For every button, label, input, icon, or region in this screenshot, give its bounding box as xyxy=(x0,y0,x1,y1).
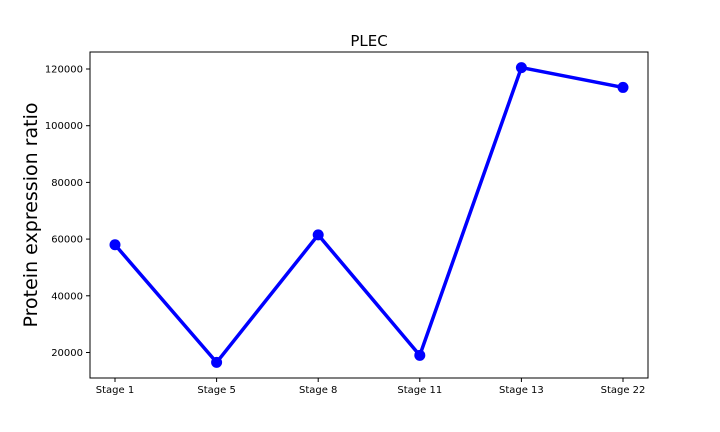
x-tick-label: Stage 13 xyxy=(499,385,544,396)
x-tick-label: Stage 5 xyxy=(197,385,235,396)
data-point xyxy=(109,239,121,251)
data-point xyxy=(617,81,629,93)
y-axis-label: Protein expression ratio xyxy=(20,103,42,328)
y-tick-label: 100000 xyxy=(45,121,83,132)
plot-frame xyxy=(89,51,649,379)
y-ticks: 20000 40000 60000 80000 100000 120000 xyxy=(45,65,90,359)
y-tick-label: 120000 xyxy=(45,65,83,76)
x-tick-label: Stage 8 xyxy=(299,385,337,396)
x-tick-label: Stage 1 xyxy=(96,385,134,396)
series xyxy=(109,62,629,368)
data-point xyxy=(312,229,324,241)
y-tick-label: 40000 xyxy=(51,291,83,302)
y-tick-label: 60000 xyxy=(51,235,83,246)
data-point xyxy=(211,356,223,368)
series-line xyxy=(113,65,624,365)
y-tick-label: 20000 xyxy=(51,348,83,359)
axes xyxy=(89,51,649,379)
data-point xyxy=(414,349,426,361)
chart-title: PLEC xyxy=(350,32,387,50)
data-point xyxy=(515,62,527,74)
y-tick-label: 80000 xyxy=(51,178,83,189)
x-tick-label: Stage 11 xyxy=(397,385,442,396)
x-tick-label: Stage 22 xyxy=(601,385,646,396)
x-ticks: Stage 1 Stage 5 Stage 8 Stage 11 Stage 13 Sta… xyxy=(96,378,646,396)
